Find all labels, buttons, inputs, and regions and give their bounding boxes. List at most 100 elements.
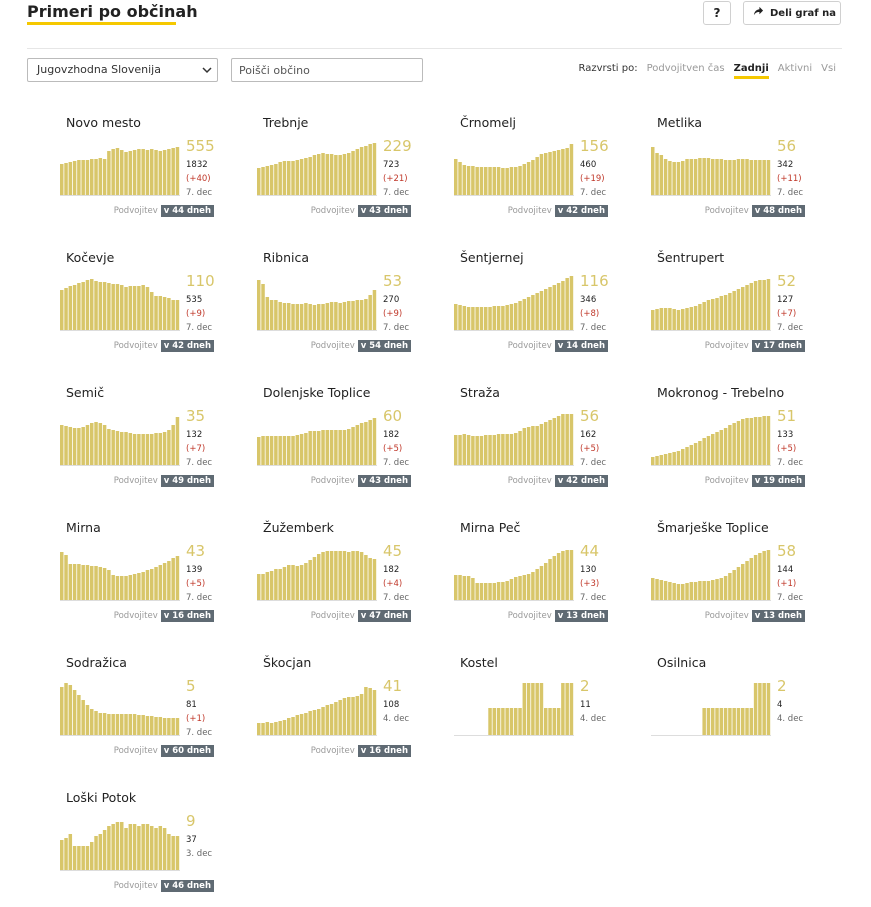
help-button[interactable]: ? xyxy=(703,1,731,25)
share-button[interactable]: Deli graf na xyxy=(743,1,841,25)
chart-bar xyxy=(685,583,689,600)
sort-option-latest[interactable]: Zadnji xyxy=(733,63,769,79)
chart-bar xyxy=(561,149,565,195)
municipality-card[interactable]: Škocjan 41 108 4. dec Podvojitev v 16 dneh xyxy=(257,655,417,775)
chart-bar xyxy=(355,551,360,600)
cases-bar-chart xyxy=(454,683,574,736)
municipality-card[interactable]: Ribnica 53 270 (+9) 7. dec Podvojitev v 54 dne… xyxy=(257,250,417,370)
cases-bar-chart xyxy=(454,144,574,196)
chart-bar xyxy=(501,582,505,600)
region-select[interactable]: Jugovzhodna Slovenija xyxy=(27,58,218,82)
municipality-card[interactable]: Žužemberk 45 182 (+4) 7. dec Podvojitev v 47 d… xyxy=(257,520,417,640)
municipality-card[interactable]: Šentrupert 52 127 (+7) 7. dec Podvojitev v 17 … xyxy=(651,250,811,370)
municipality-card[interactable]: Dolenjske Toplice 60 182 (+5) 7. dec Podvojit… xyxy=(257,385,417,505)
sort-option-active[interactable]: Aktivni xyxy=(777,63,813,74)
chart-bar xyxy=(334,430,338,465)
chart-bar xyxy=(274,300,278,330)
chart-bar xyxy=(668,582,672,600)
chart-bar xyxy=(141,434,145,465)
date-label: 7. dec xyxy=(580,593,607,603)
chart-bar xyxy=(548,152,552,195)
chart-bar xyxy=(72,846,77,870)
chart-bar xyxy=(85,705,90,735)
chart-bar xyxy=(659,155,664,195)
chart-bar xyxy=(531,426,535,465)
municipality-card[interactable]: Trebnje 229 723 (+21) 7. dec Podvojitev v 43 d… xyxy=(257,115,417,235)
municipality-card[interactable]: Črnomelj 156 460 (+19) 7. dec Podvojitev v 42 … xyxy=(454,115,614,235)
municipality-name: Škocjan xyxy=(263,655,312,670)
chart-bar xyxy=(569,144,574,195)
chart-bar xyxy=(762,683,766,735)
municipality-card[interactable]: Osilnica 2 4 4. dec xyxy=(651,655,811,775)
chart-bar xyxy=(753,555,758,600)
doubling-label: Podvojitev xyxy=(113,611,158,621)
chart-bar xyxy=(312,155,317,195)
municipality-card[interactable]: Straža 56 162 (+5) 7. dec Podvojitev v 42 dneh xyxy=(454,385,614,505)
search-input[interactable] xyxy=(231,58,423,82)
municipality-card[interactable]: Mirna 43 139 (+5) 7. dec Podvojitev v 16 dneh xyxy=(60,520,220,640)
chart-bar xyxy=(496,708,501,735)
municipality-card[interactable]: Novo mesto 555 1832 (+40) 7. dec Podvojitev v … xyxy=(60,115,220,235)
chart-bar xyxy=(539,154,544,195)
chart-bar xyxy=(158,717,163,735)
municipality-card[interactable]: Loški Potok 9 37 3. dec Podvojitev v 46 dneh xyxy=(60,790,220,907)
chart-bar xyxy=(115,148,120,195)
municipality-card[interactable]: Kočevje 110 535 (+9) 7. dec Podvojitev v 42 dn… xyxy=(60,250,220,370)
chart-bar xyxy=(145,824,150,870)
chart-bar xyxy=(85,280,90,330)
delta-count: (+3) xyxy=(580,579,600,589)
chart-bar xyxy=(167,718,171,735)
chart-bar xyxy=(514,577,518,600)
chart-bar xyxy=(257,280,261,330)
chart-bar xyxy=(68,427,73,465)
municipality-card[interactable]: Mokronog - Trebelno 51 133 (+5) 7. dec Podvoj… xyxy=(651,385,811,505)
chart-bar xyxy=(60,290,64,330)
municipality-name: Dolenjske Toplice xyxy=(263,385,371,400)
chart-bar xyxy=(72,690,77,735)
chart-bar xyxy=(715,579,719,600)
chart-bar xyxy=(505,168,509,195)
chart-bar xyxy=(64,163,68,195)
cases-bar-chart xyxy=(60,417,180,466)
municipality-card[interactable]: Mirna Peč 44 130 (+3) 7. dec Podvojitev v 13 d… xyxy=(454,520,614,640)
municipality-card[interactable]: Semič 35 132 (+7) 7. dec Podvojitev v 49 dneh xyxy=(60,385,220,505)
chart-bar xyxy=(702,438,706,465)
chart-bar xyxy=(552,418,557,465)
sort-option-doubling[interactable]: Podvojitven čas xyxy=(646,63,725,74)
chart-bar xyxy=(548,559,552,600)
chart-bar xyxy=(85,565,90,600)
chart-bar xyxy=(698,441,702,465)
chart-bar xyxy=(265,436,270,465)
chart-bar xyxy=(68,162,73,195)
chart-bar xyxy=(261,723,265,735)
chart-bar xyxy=(471,578,475,600)
chart-bar xyxy=(317,304,321,330)
doubling-info: Podvojitev v 42 dneh xyxy=(454,475,608,487)
chart-bar xyxy=(338,430,342,465)
chart-bar xyxy=(158,826,163,870)
chart-baseline xyxy=(60,465,180,466)
chart-bar xyxy=(132,286,137,330)
total-count: 127 xyxy=(777,295,794,305)
municipality-card[interactable]: Šmarješke Toplice 58 144 (+1) 7. dec Podvojit… xyxy=(651,520,811,640)
chart-bar xyxy=(291,304,295,330)
chart-bar xyxy=(454,304,458,330)
chart-bar xyxy=(501,306,505,330)
chart-bar xyxy=(295,715,300,735)
chart-bar xyxy=(655,309,659,330)
municipality-card[interactable]: Metlika 56 342 (+11) 7. dec Podvojitev v 48 dn… xyxy=(651,115,811,235)
municipality-card[interactable]: Kostel 2 11 4. dec xyxy=(454,655,614,775)
chart-bar xyxy=(372,290,377,330)
chart-bar xyxy=(681,161,685,195)
total-count: 342 xyxy=(777,160,794,170)
chart-bar xyxy=(68,564,73,600)
chart-bar xyxy=(265,166,270,195)
doubling-label: Podvojitev xyxy=(113,476,158,486)
sort-option-all[interactable]: Vsi xyxy=(821,63,836,74)
chart-bar xyxy=(98,282,103,330)
chart-bar xyxy=(535,426,539,465)
chart-bar xyxy=(351,301,355,330)
doubling-badge: v 43 dneh xyxy=(357,205,411,217)
municipality-card[interactable]: Šentjernej 116 346 (+8) 7. dec Podvojitev v 14… xyxy=(454,250,614,370)
municipality-card[interactable]: Sodražica 5 81 (+1) 7. dec Podvojitev v 60 dne… xyxy=(60,655,220,775)
